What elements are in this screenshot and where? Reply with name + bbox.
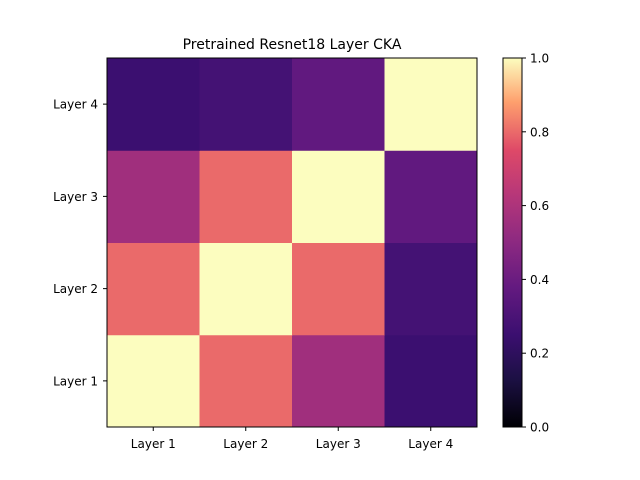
y-tick-label: Layer 3 — [53, 190, 98, 204]
heatmap-cell — [292, 334, 385, 428]
heatmap-cell — [292, 58, 385, 151]
heatmap-cell — [384, 150, 478, 243]
heatmap-cells — [107, 58, 478, 428]
heatmap-cell — [384, 242, 478, 336]
colorbar-tick-label: 0.8 — [530, 125, 549, 139]
heatmap-cell — [107, 334, 200, 428]
colorbar-tick-label: 0.0 — [530, 421, 549, 435]
heatmap-cell — [199, 242, 293, 336]
heatmap-cell — [292, 242, 385, 336]
x-tick-label: Layer 4 — [408, 437, 453, 451]
x-axis: Layer 1 Layer 2 Layer 3 Layer 4 — [131, 427, 453, 451]
y-tick-label: Layer 4 — [53, 98, 98, 112]
heatmap-cell — [199, 334, 293, 428]
y-tick-label: Layer 1 — [53, 374, 98, 388]
colorbar-tick-label: 0.2 — [530, 347, 549, 361]
heatmap-cell — [107, 242, 200, 336]
y-tick-label: Layer 2 — [53, 282, 98, 296]
x-tick-label: Layer 3 — [316, 437, 361, 451]
heatmap-cell — [199, 150, 293, 243]
heatmap-cell — [292, 150, 385, 243]
colorbar-ticks: 0.0 0.2 0.4 0.6 0.8 1.0 — [522, 52, 549, 435]
heatmap-cell — [107, 150, 200, 243]
y-axis: Layer 1 Layer 2 Layer 3 Layer 4 — [53, 98, 107, 388]
heatmap-cell — [384, 334, 478, 428]
colorbar-tick-label: 1.0 — [530, 52, 549, 66]
colorbar-tick-label: 0.6 — [530, 199, 549, 213]
colorbar-tick-label: 0.4 — [530, 273, 549, 287]
heatmap-cell — [384, 58, 478, 151]
heatmap-cell — [199, 58, 293, 151]
x-tick-label: Layer 2 — [223, 437, 268, 451]
plot-frame — [106, 57, 478, 428]
heatmap-cell — [107, 58, 200, 151]
colorbar — [502, 57, 523, 428]
chart-title: Pretrained Resnet18 Layer CKA — [183, 37, 402, 53]
x-tick-label: Layer 1 — [131, 437, 176, 451]
